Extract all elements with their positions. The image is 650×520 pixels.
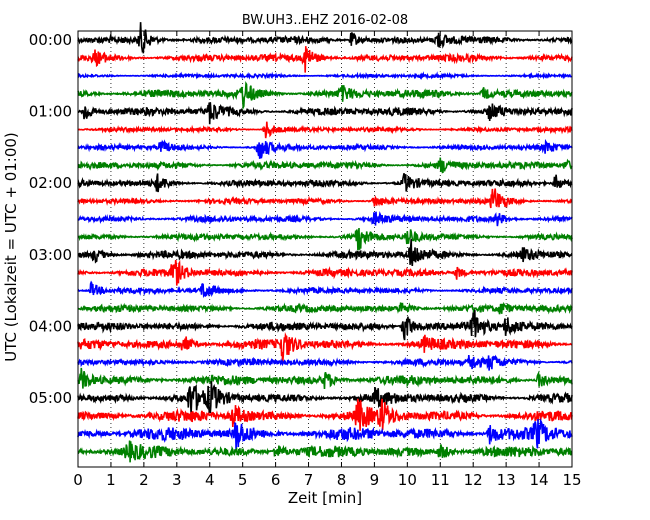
x-tick-label: 3 — [172, 471, 182, 489]
trace-row-1 — [77, 46, 573, 73]
trace-row-0 — [77, 22, 573, 54]
chart-title: BW.UH3..EHZ 2016-02-08 — [242, 13, 408, 28]
trace-row-21 — [77, 398, 573, 431]
trace-row-12 — [77, 239, 573, 267]
y-tick-label: 00:00 — [29, 31, 72, 49]
x-tick-label: 1 — [106, 471, 116, 489]
x-tick-label: 4 — [205, 471, 215, 489]
trace-row-17 — [77, 332, 573, 363]
x-tick-label: 0 — [73, 471, 83, 489]
y-tick-label: 03:00 — [29, 246, 72, 264]
trace-row-10 — [77, 210, 573, 227]
trace-row-20 — [77, 381, 573, 414]
x-tick-label: 12 — [464, 471, 483, 489]
x-tick-label: 6 — [271, 471, 281, 489]
trace-row-16 — [77, 309, 573, 341]
trace-row-6 — [77, 138, 573, 159]
trace-row-19 — [77, 367, 573, 390]
trace-row-2 — [77, 71, 573, 81]
x-axis-label: Zeit [min] — [288, 489, 362, 507]
trace-row-18 — [77, 354, 573, 371]
ticks: 0 1 2 3 4 5 6 7 8 9 10 11 12 13 14 1500:0001:0002:0003:… — [29, 31, 582, 489]
x-tick-label: 14 — [530, 471, 549, 489]
trace-row-8 — [77, 173, 573, 193]
trace-row-3 — [77, 80, 573, 111]
trace-row-11 — [77, 227, 573, 251]
y-tick-label: 04:00 — [29, 317, 72, 335]
x-tick-label: 15 — [562, 471, 581, 489]
trace-layer — [77, 22, 573, 463]
y-axis-label: UTC (Lokalzeit = UTC + 01:00) — [2, 132, 20, 362]
x-tick-label: 13 — [497, 471, 516, 489]
x-tick-label: 11 — [431, 471, 450, 489]
trace-row-23 — [77, 440, 573, 463]
x-tick-label: 9 — [370, 471, 380, 489]
trace-row-9 — [77, 188, 573, 209]
trace-row-14 — [77, 280, 573, 299]
x-tick-label: 8 — [337, 471, 347, 489]
x-tick-label: 7 — [304, 471, 314, 489]
trace-row-4 — [77, 102, 573, 125]
trace-row-15 — [77, 301, 573, 315]
y-tick-label: 05:00 — [29, 389, 72, 407]
trace-row-13 — [77, 259, 573, 286]
x-tick-label: 2 — [139, 471, 149, 489]
x-tick-label: 5 — [238, 471, 248, 489]
x-tick-label: 10 — [398, 471, 417, 489]
trace-row-5 — [78, 121, 573, 139]
y-tick-label: 02:00 — [29, 174, 72, 192]
trace-row-7 — [77, 157, 573, 174]
y-tick-label: 01:00 — [29, 103, 72, 121]
plot-frame — [77, 30, 573, 468]
trace-row-22 — [77, 418, 573, 451]
